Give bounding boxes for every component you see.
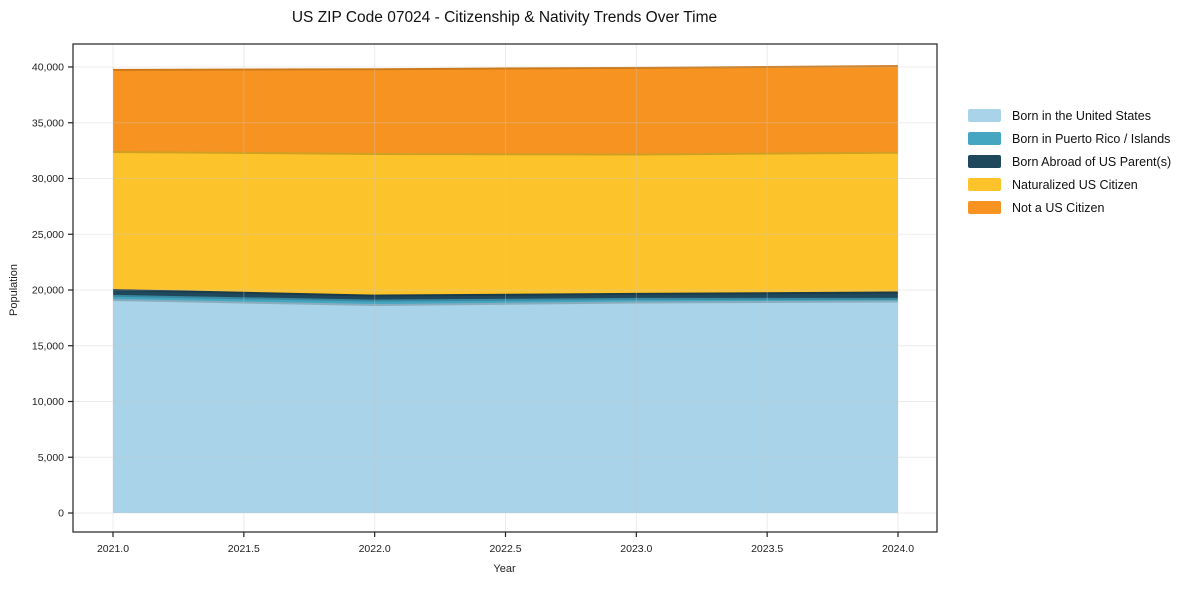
x-tick-label: 2022.5: [489, 543, 521, 555]
legend-label: Not a US Citizen: [1012, 200, 1105, 215]
x-tick-label: 2021.5: [228, 543, 260, 555]
x-tick-label: 2023.0: [620, 543, 652, 555]
axis-tick-labels: 2021.0 2021.5 2022.0 2022.5 2023.0 2023.5 2024…: [32, 62, 914, 556]
area-naturalized-us-citizen: [113, 151, 898, 296]
legend-item-naturalized-us-citizen: Naturalized US Citizen: [968, 177, 1171, 192]
edge-born-abroad-of-us-parent-s: [112, 289, 899, 297]
x-tick-label: 2024.0: [882, 543, 914, 555]
y-tick-label: 10,000: [32, 396, 64, 408]
legend-item-born-abroad-of-us-parent-s: Born Abroad of US Parent(s): [968, 154, 1172, 169]
legend-item-not-a-us-citizen: Not a US Citizen: [968, 200, 1171, 215]
legend-label: Naturalized US Citizen: [1012, 177, 1138, 192]
area-edge-lines: [112, 65, 899, 307]
legend-swatch: [968, 109, 1001, 122]
axis-ticks: [68, 66, 899, 537]
edge-born-in-puerto-rico-islands: [112, 294, 898, 302]
x-tick-label: 2023.5: [751, 543, 783, 555]
chart-title: US ZIP Code 07024 - Citizenship & Nativi…: [291, 9, 718, 26]
y-tick-label: 15,000: [32, 340, 64, 352]
gridlines: [73, 44, 937, 532]
y-tick-label: 30,000: [32, 173, 64, 185]
legend-swatch: [968, 155, 1001, 168]
legend-swatch: [968, 201, 1001, 214]
legend-item-born-in-the-united-states: Born in the United States: [968, 108, 1171, 123]
legend-label: Born in Puerto Rico / Islands: [1012, 131, 1171, 146]
y-tick-label: 0: [58, 508, 64, 520]
y-tick-label: 40,000: [32, 62, 64, 74]
area-born-in-the-united-states: [113, 300, 898, 513]
legend-label: Born in the United States: [1012, 108, 1151, 123]
legend-swatch: [968, 178, 1001, 191]
legend: Born in the United States Born in Puerto …: [968, 109, 1171, 224]
y-tick-label: 25,000: [32, 229, 64, 241]
legend-label: Born Abroad of US Parent(s): [1012, 154, 1172, 169]
edge-born-in-the-united-states: [112, 299, 899, 307]
legend-swatch: [968, 132, 1001, 145]
edge-not-a-us-citizen: [112, 65, 899, 71]
area-not-a-us-citizen: [113, 66, 898, 155]
y-tick-label: 20,000: [32, 285, 64, 297]
y-tick-label: 5,000: [38, 452, 64, 464]
legend-item-born-in-puerto-rico-islands: Born in Puerto Rico / Islands: [968, 131, 1171, 146]
edge-naturalized-us-citizen: [112, 150, 899, 156]
x-tick-label: 2022.0: [359, 543, 391, 555]
x-axis-title: Year: [493, 563, 516, 575]
y-tick-label: 35,000: [32, 117, 64, 129]
x-tick-label: 2021.0: [97, 543, 129, 555]
